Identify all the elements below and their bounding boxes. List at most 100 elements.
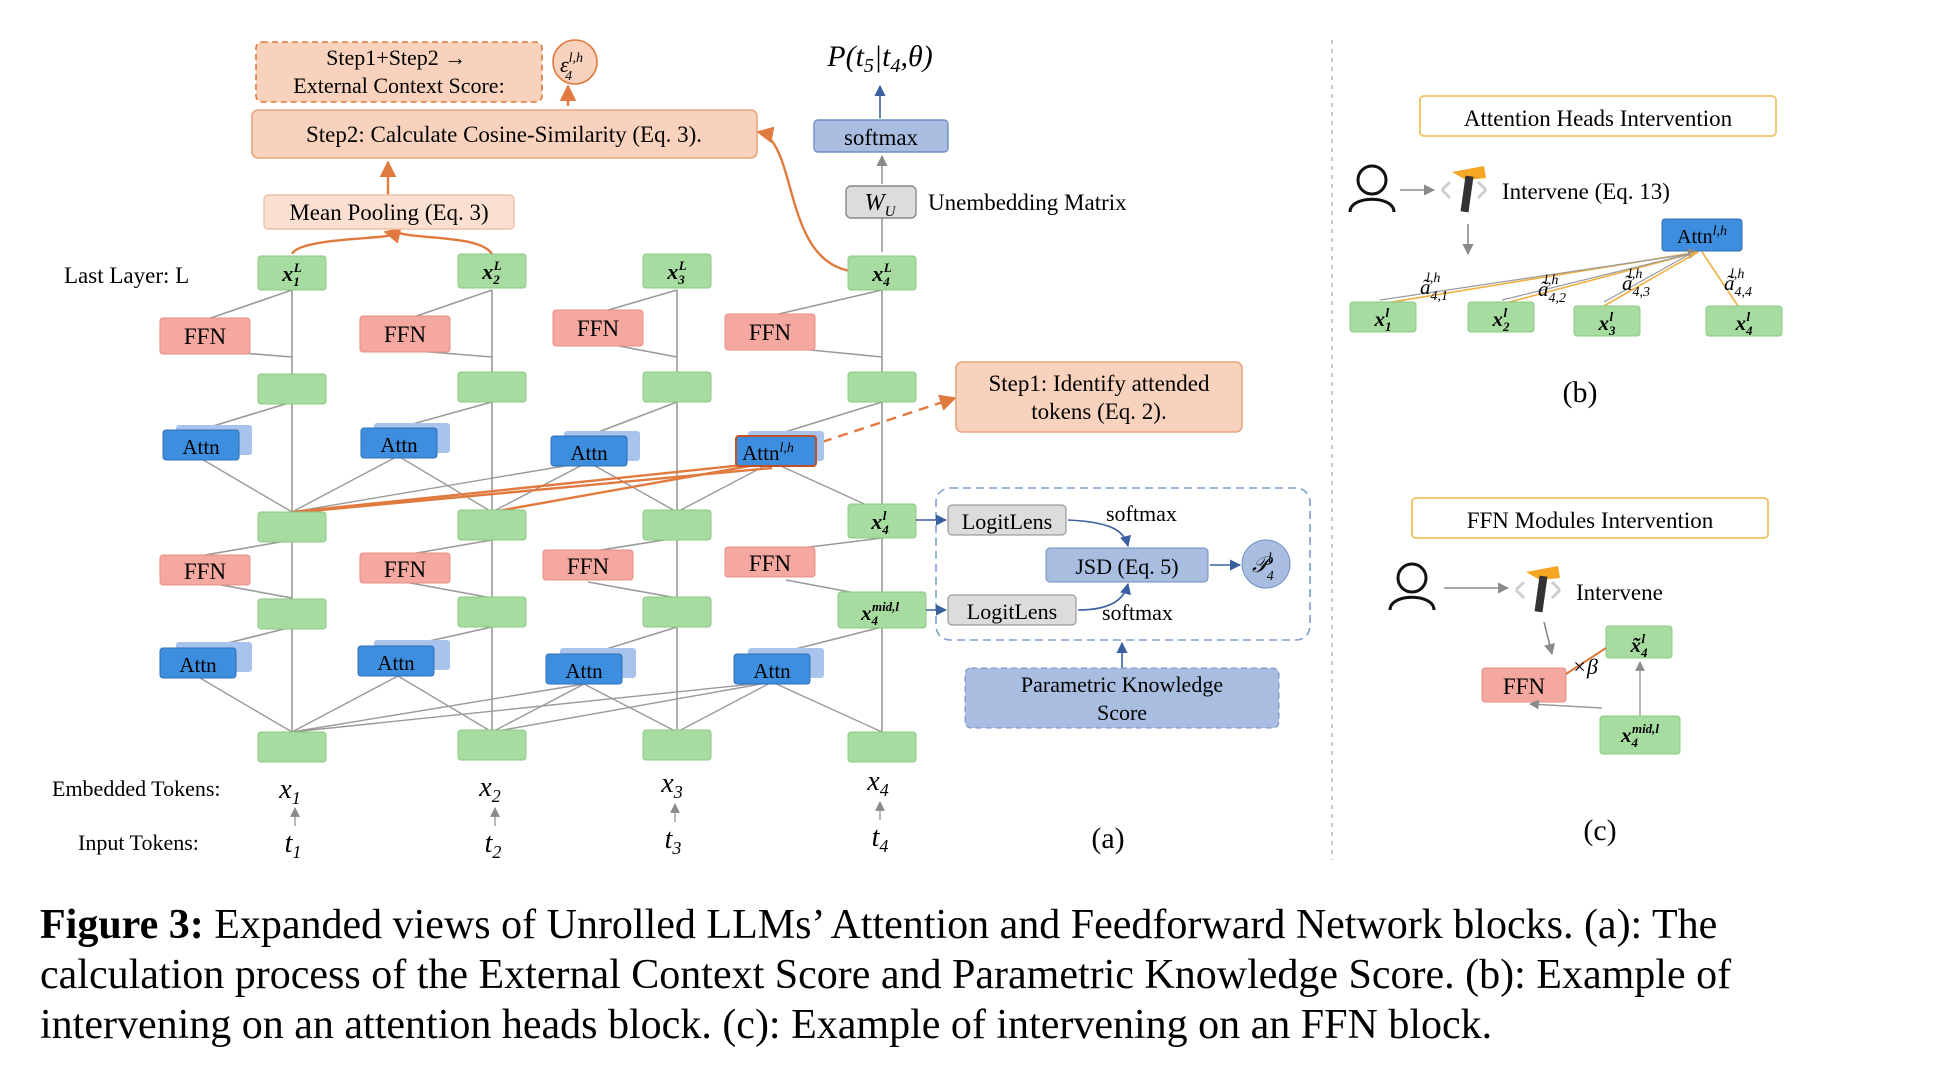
svg-text:x2l: x2l xyxy=(1492,305,1511,334)
svg-text:Attnl,h: Attnl,h xyxy=(742,441,794,465)
figure-diagram: Step1+Step2 → External Context Score: εl… xyxy=(52,39,1783,862)
softmax-label: softmax xyxy=(844,125,919,150)
embedded-token-symbols: x1 x2 x3 x4 xyxy=(278,766,888,808)
figure-caption: Figure 3: Expanded views of Unrolled LLM… xyxy=(40,900,1900,1050)
step1-box xyxy=(955,361,1243,433)
pks-region xyxy=(935,487,1311,641)
ffn-upper-row: FFN FFN FFN FFN xyxy=(159,309,816,355)
svg-text:Attn: Attn xyxy=(565,659,603,683)
panel-c-title-box xyxy=(1411,497,1769,539)
softmax-box xyxy=(813,119,949,153)
mean-pooling-box xyxy=(263,194,515,230)
panel-b-title: Attention Heads Intervention xyxy=(1464,106,1733,131)
pks-symbol-text: 𝒫l 4 xyxy=(1252,551,1274,584)
svg-text:FFN: FFN xyxy=(567,554,610,579)
step1-step2-box xyxy=(255,41,543,103)
svg-text:t4: t4 xyxy=(872,822,889,856)
svg-text:x4L: x4L xyxy=(871,260,892,289)
panel-c-x-tilde-label: x̃4l xyxy=(1630,631,1649,660)
pks-label: Parametric Knowledge Score xyxy=(1021,672,1223,725)
input-token-symbols: t1 t2 t3 t4 xyxy=(285,822,889,862)
jsd-label: JSD (Eq. 5) xyxy=(1075,554,1178,579)
jsd-box xyxy=(1045,547,1209,583)
panel-c-ffn xyxy=(1481,667,1567,703)
svg-text:FFN: FFN xyxy=(384,322,427,347)
panel-c-title: FFN Modules Intervention xyxy=(1467,508,1714,533)
svg-text:t1: t1 xyxy=(285,828,302,862)
residual-mid-row: x4l xyxy=(257,503,917,543)
last-layer-nodes: x1L x2L x3L x4L xyxy=(257,253,917,291)
last-layer-label: Last Layer: L xyxy=(64,263,189,288)
svg-text:t3: t3 xyxy=(665,824,682,858)
svg-text:Attn: Attn xyxy=(380,433,418,457)
svg-text:FFN: FFN xyxy=(749,320,792,345)
panel-c-intervene-label: Intervene xyxy=(1576,580,1663,605)
ffn-lower-row: FFN FFN FFN FFN xyxy=(159,546,816,586)
embedding-nodes xyxy=(257,729,917,763)
svg-text:FFN: FFN xyxy=(184,559,227,584)
svg-text:Attn: Attn xyxy=(377,651,415,675)
mean-pooling-label: Mean Pooling (Eq. 3) xyxy=(289,200,488,225)
unembedding-matrix-box xyxy=(845,185,917,219)
panel-b-label: (b) xyxy=(1563,376,1598,409)
token-arrows xyxy=(290,801,885,826)
residual-lower-row: x4mid,l xyxy=(257,591,927,630)
svg-text:x2L: x2L xyxy=(481,258,502,287)
attn-lower-row: Attn Attn Attn Attn xyxy=(159,640,824,685)
svg-text:Attn: Attn xyxy=(182,435,220,459)
output-probability: P(t5|t4,θ) xyxy=(826,40,932,77)
svg-text:x1: x1 xyxy=(278,774,300,808)
svg-text:x1L: x1L xyxy=(281,260,302,289)
step1-step2-label: Step1+Step2 → External Context Score: xyxy=(293,45,504,98)
svg-text:x2: x2 xyxy=(478,772,500,806)
user-icon xyxy=(1348,164,1396,213)
svg-text:Attn: Attn xyxy=(753,659,791,683)
svg-text:ã4,1l,h: ã4,1l,h xyxy=(1420,271,1448,304)
step2-label: Step2: Calculate Cosine-Similarity (Eq. … xyxy=(306,122,702,147)
panel-b-tokens: x1l x2l x3l x4l xyxy=(1349,301,1783,338)
panel-c-beta: ×β xyxy=(1572,654,1598,679)
logitlens-top xyxy=(947,504,1067,536)
svg-text:t2: t2 xyxy=(485,828,502,862)
svg-text:x4l: x4l xyxy=(870,508,889,537)
logitlens-top-label: LogitLens xyxy=(962,509,1052,534)
panel-b-title-box xyxy=(1419,95,1777,137)
attn-upper-row: Attn Attn Attn Attnl,h xyxy=(162,423,824,467)
panel-b-attn xyxy=(1661,218,1743,252)
step2-box xyxy=(251,109,758,159)
pks-box xyxy=(964,667,1280,729)
hammer-icon xyxy=(1440,166,1488,213)
svg-text:x3: x3 xyxy=(660,768,682,802)
input-tokens-label: Input Tokens: xyxy=(78,830,199,855)
caption-text: Expanded views of Unrolled LLMs’ Attenti… xyxy=(40,902,1732,1048)
residual-upper-row xyxy=(257,371,917,405)
hammer-icon-c xyxy=(1514,566,1562,613)
user-icon-c xyxy=(1388,562,1436,611)
svg-text:x1l: x1l xyxy=(1374,305,1392,334)
attended-token-lines xyxy=(290,84,957,514)
caption-bold: Figure 3: xyxy=(40,902,204,948)
softmax-top: softmax xyxy=(1106,501,1177,526)
svg-text:FFN: FFN xyxy=(749,551,792,576)
softmax-bottom: softmax xyxy=(1102,600,1173,625)
panel-c-x-mid xyxy=(1599,715,1681,755)
svg-text:x3L: x3L xyxy=(666,258,687,287)
panel-c-ffn-label: FFN xyxy=(1503,674,1546,699)
panel-c-label: (c) xyxy=(1583,814,1616,847)
svg-text:FFN: FFN xyxy=(577,316,620,341)
step1-label: Step1: Identify attended tokens (Eq. 2). xyxy=(989,371,1210,424)
svg-text:Attn: Attn xyxy=(570,441,608,465)
logitlens-bottom xyxy=(947,594,1077,626)
panel-c-beta-line xyxy=(1565,647,1607,675)
embedded-tokens-label: Embedded Tokens: xyxy=(52,776,221,801)
panel-a-label: (a) xyxy=(1091,822,1124,855)
svg-text:ã4,3l,h: ã4,3l,h xyxy=(1622,267,1650,300)
svg-text:x3l: x3l xyxy=(1598,309,1617,338)
logitlens-bottom-label: LogitLens xyxy=(967,599,1057,624)
svg-text:x4l: x4l xyxy=(1735,309,1754,338)
svg-text:FFN: FFN xyxy=(384,557,427,582)
embedding-fan-lines xyxy=(199,455,883,733)
svg-text:x4: x4 xyxy=(866,766,888,800)
svg-text:Attn: Attn xyxy=(179,653,217,677)
external-context-score-symbol xyxy=(552,39,598,85)
